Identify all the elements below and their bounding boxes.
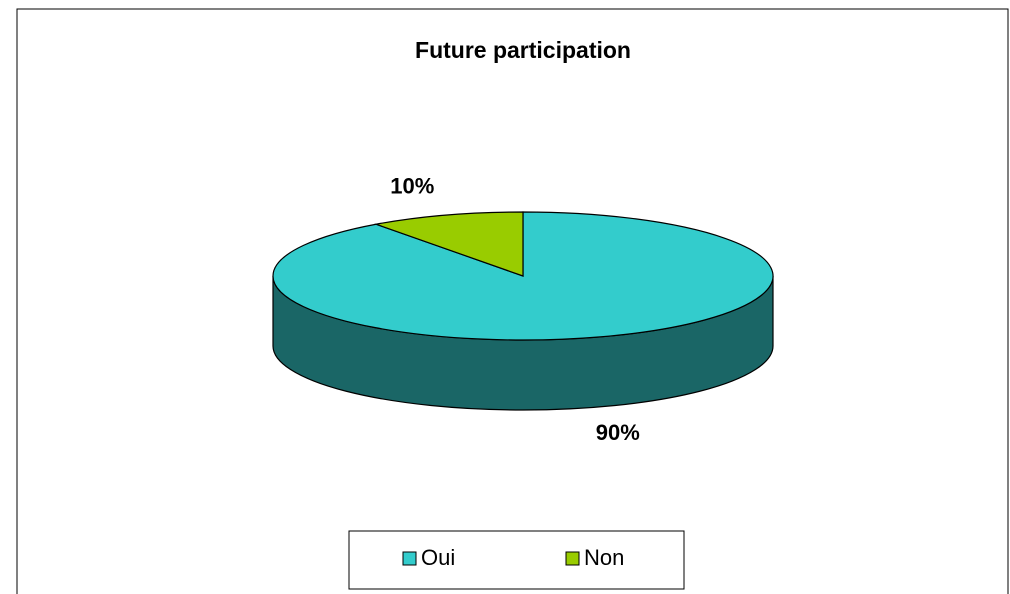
pie-slice: [373, 211, 524, 277]
chart-title: Future participation: [415, 37, 631, 63]
legend-swatch: [565, 551, 580, 566]
legend-box: [348, 530, 685, 590]
legend-label: Non: [584, 545, 624, 570]
legend-swatch: [402, 551, 417, 566]
data-label: 90%: [596, 420, 640, 445]
data-label: 10%: [390, 174, 434, 199]
legend-label: Oui: [421, 545, 455, 570]
